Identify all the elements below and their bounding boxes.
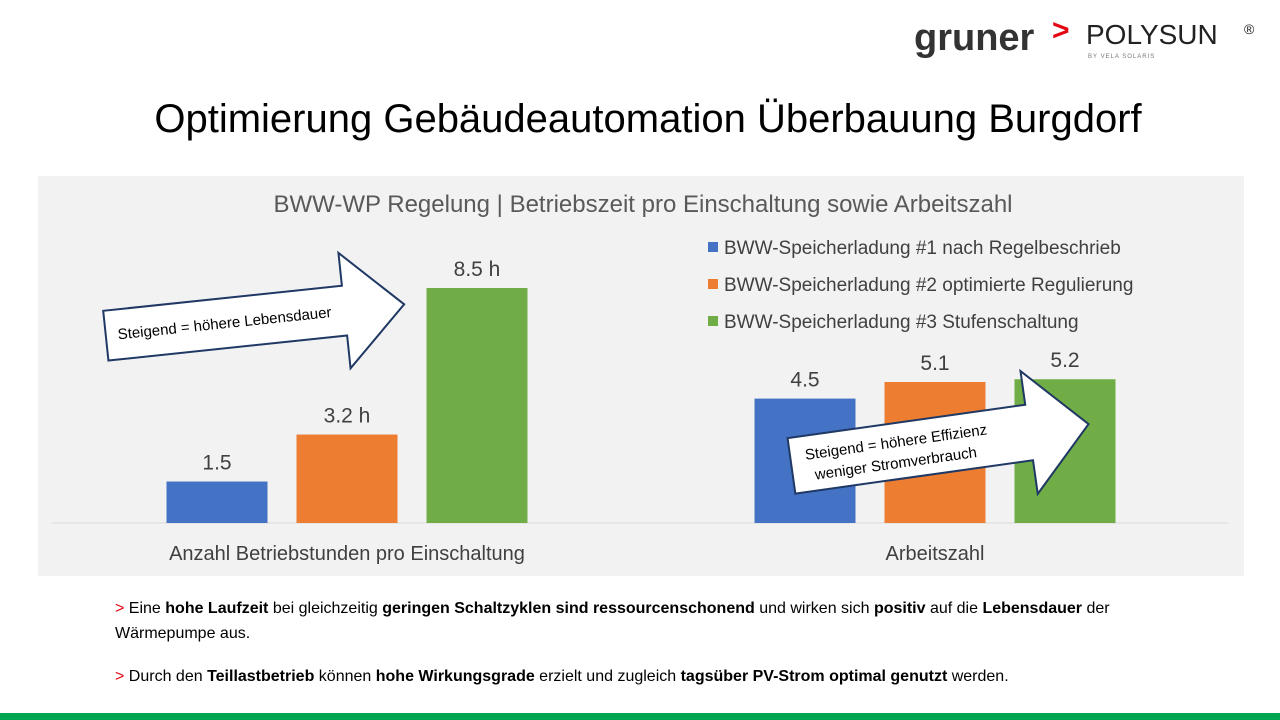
bullet-text: auf die xyxy=(925,600,983,617)
bullet-text: Eine xyxy=(128,600,166,617)
bullet-text: Durch den xyxy=(128,668,208,685)
bullet-text: positiv xyxy=(873,600,926,617)
legend-label: BWW-Speicherladung #2 optimierte Regulie… xyxy=(724,275,1133,296)
legend-swatch xyxy=(708,279,718,289)
value-label: 5.1 xyxy=(920,352,949,375)
bullet-text: tagsüber PV-Strom optimal genutzt xyxy=(680,668,948,685)
bullet-text: Teillastbetrieb xyxy=(207,668,315,685)
bullet-text: bei gleichzeitig xyxy=(268,600,383,617)
bullet-text: erzielt und zugleich xyxy=(534,668,681,685)
bullet-text: geringen Schaltzyklen sind ressourcensch… xyxy=(382,600,755,617)
value-label: 5.2 xyxy=(1050,349,1079,372)
value-label: 8.5 h xyxy=(454,258,501,281)
logo-subtitle: BY VELA SOLARIS xyxy=(1088,54,1155,60)
legend-swatch xyxy=(708,316,718,326)
bar xyxy=(426,288,528,523)
legend-label: BWW-Speicherladung #1 nach Regelbeschrie… xyxy=(724,238,1121,259)
bullet-text: hohe Laufzeit xyxy=(165,600,269,617)
bullet-text: und wirken sich xyxy=(754,600,874,617)
logo-separator: > xyxy=(1052,14,1070,47)
bullets: > Eine hohe Laufzeit bei gleichzeitig ge… xyxy=(115,596,1185,707)
footer-bar xyxy=(0,713,1280,720)
logo: POLYSUN xyxy=(1086,19,1218,50)
bullet-text: können xyxy=(314,668,376,685)
logo-mark: ® xyxy=(1244,21,1255,37)
slide-title: Optimierung Gebäudeautomation Überbauung… xyxy=(154,97,1142,141)
x-tick-label: Anzahl Betriebstunden pro Einschaltung xyxy=(169,543,525,565)
annotation: Steigend = höhere Effizienz weniger Stro… xyxy=(786,368,1090,497)
bullet-marker: > xyxy=(115,668,125,685)
bullet-text: Lebensdauer xyxy=(982,600,1083,617)
bullet-text: werden. xyxy=(947,668,1009,685)
bullet-text: hohe Wirkungsgrade xyxy=(375,668,535,685)
bullet-text: der Wärmepumpe aus. xyxy=(115,600,1115,642)
value-label: 4.5 xyxy=(790,369,819,392)
bar xyxy=(166,481,268,523)
bar xyxy=(296,434,398,523)
logo: gruner xyxy=(914,17,1035,59)
annotation: Steigend = höhere Lebensdauer xyxy=(102,250,406,371)
value-label: 1.5 xyxy=(202,452,231,475)
x-tick-label: Arbeitszahl xyxy=(886,543,985,565)
bullet-marker: > xyxy=(115,600,125,617)
arrow xyxy=(786,368,1090,497)
bullet: > Durch den Teillastbetrieb können hohe … xyxy=(115,664,1185,689)
chart-title: BWW-WP Regelung | Betriebszeit pro Einsc… xyxy=(273,191,1012,218)
value-label: 3.2 h xyxy=(324,405,371,428)
arrow xyxy=(102,250,406,371)
legend-label: BWW-Speicherladung #3 Stufenschaltung xyxy=(724,312,1079,333)
legend-swatch xyxy=(708,242,718,252)
bullet: > Eine hohe Laufzeit bei gleichzeitig ge… xyxy=(115,596,1185,646)
